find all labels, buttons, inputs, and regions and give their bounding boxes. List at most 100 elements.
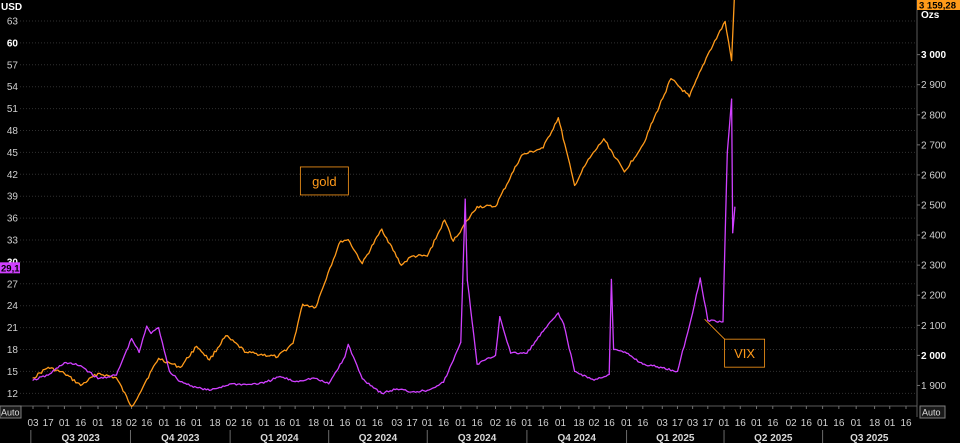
- x-tick-label: 01: [521, 418, 533, 429]
- data-point-vix: [138, 351, 140, 354]
- data-point-gold: [292, 342, 294, 344]
- x-tick-label: 17: [407, 418, 419, 429]
- right-tick-label: 3 000: [921, 50, 946, 61]
- x-tick-label: 16: [274, 418, 286, 429]
- data-point-vix: [460, 341, 462, 343]
- data-point-vix: [47, 374, 49, 376]
- left-last-value-text: 29,19: [1, 263, 25, 274]
- data-point-vix: [732, 232, 734, 234]
- right-axis-unit: Ozs: [921, 10, 940, 21]
- left-axis-unit: USD: [1, 2, 22, 13]
- data-point-gold: [47, 366, 49, 369]
- data-point-vix: [150, 332, 152, 335]
- right-tick-label: 2 700: [921, 140, 946, 151]
- data-point-gold: [97, 372, 99, 375]
- x-tick-label: 18: [573, 418, 585, 429]
- data-point-vix: [80, 364, 82, 367]
- x-tick-label: 18: [308, 418, 320, 429]
- x-tick-label: 17: [702, 418, 714, 429]
- data-point-vix: [168, 370, 171, 373]
- right-tick-label: 2 600: [921, 170, 946, 181]
- right-auto-button[interactable]: Auto: [919, 405, 946, 419]
- data-point-gold: [347, 238, 349, 241]
- x-tick-label: 18: [111, 418, 123, 429]
- right-tick-label: 2 200: [921, 291, 946, 302]
- data-point-gold: [494, 205, 497, 208]
- data-point-vix: [294, 381, 296, 383]
- quarter-label: Q3 2024: [458, 433, 497, 443]
- data-point-gold: [585, 162, 588, 164]
- x-tick-label: 01: [92, 418, 104, 429]
- data-point-vix: [279, 375, 281, 378]
- data-point-vix: [442, 381, 445, 383]
- left-tick-label: 48: [7, 126, 19, 137]
- data-point-gold: [603, 138, 605, 140]
- data-point-vix: [642, 363, 644, 365]
- data-point-vix: [361, 378, 363, 380]
- data-point-gold: [146, 378, 148, 381]
- series-layer: [32, 0, 736, 408]
- left-tick-label: 45: [7, 148, 19, 159]
- annotation-leader: [704, 318, 725, 340]
- data-point-gold: [32, 377, 34, 379]
- left-auto-button[interactable]: Auto: [0, 405, 22, 419]
- data-point-vix: [328, 383, 330, 385]
- left-tick-label: 60: [7, 38, 19, 49]
- right-auto-label: Auto: [922, 408, 941, 418]
- right-tick-label: 2 500: [921, 201, 946, 212]
- data-point-gold: [557, 117, 559, 119]
- data-point-vix: [510, 352, 512, 354]
- data-point-gold: [411, 255, 413, 257]
- data-point-gold: [199, 348, 201, 350]
- data-point-gold: [542, 147, 544, 149]
- x-tick-label: 16: [472, 418, 484, 429]
- x-tick-label: 16: [505, 418, 517, 429]
- data-point-vix: [195, 386, 198, 389]
- x-tick-label: 16: [833, 418, 845, 429]
- left-tick-label: 42: [7, 170, 19, 181]
- data-point-gold: [277, 356, 279, 358]
- x-tick-label: 16: [735, 418, 747, 429]
- data-point-vix: [526, 352, 528, 354]
- data-point-gold: [400, 264, 402, 266]
- annotation-vix: VIX: [704, 318, 766, 368]
- quarter-label: Q3 2023: [61, 433, 100, 443]
- data-point-vix: [722, 321, 724, 323]
- data-point-gold: [329, 267, 331, 269]
- data-point-vix: [464, 198, 466, 200]
- data-point-vix: [557, 312, 559, 314]
- data-point-vix: [381, 392, 383, 394]
- x-tick-label: 01: [290, 418, 302, 429]
- data-point-gold: [195, 345, 198, 347]
- data-point-vix: [625, 352, 628, 354]
- x-tick-label: 16: [75, 418, 87, 429]
- data-point-vix: [396, 388, 398, 390]
- right-tick-label: 2 900: [921, 80, 946, 91]
- data-point-gold: [340, 240, 342, 242]
- x-tick-label: 01: [258, 418, 270, 429]
- x-tick-label: 03: [687, 418, 699, 429]
- data-point-gold: [63, 372, 66, 375]
- x-tick-label: 17: [672, 418, 684, 429]
- right-tick-label: 2 100: [921, 321, 946, 332]
- x-tick-label: 01: [621, 418, 633, 429]
- data-point-vix: [734, 206, 736, 208]
- x-tick-label: 16: [637, 418, 649, 429]
- data-point-gold: [245, 351, 247, 353]
- left-tick-label: 51: [7, 104, 19, 115]
- x-tick-label: 16: [241, 418, 253, 429]
- left-tick-label: 15: [7, 367, 19, 378]
- annotation-box: [299, 166, 349, 196]
- data-point-gold: [724, 20, 726, 23]
- x-tick-label: 01: [751, 418, 763, 429]
- x-tick-label: 02: [588, 418, 600, 429]
- x-tick-label: 02: [490, 418, 502, 429]
- data-point-gold: [130, 405, 133, 408]
- data-point-gold: [476, 205, 478, 208]
- left-auto-label: Auto: [1, 408, 20, 418]
- data-point-gold: [443, 219, 446, 221]
- data-point-vix: [130, 337, 133, 340]
- left-tick-label: 21: [7, 323, 19, 334]
- data-point-gold: [138, 393, 140, 396]
